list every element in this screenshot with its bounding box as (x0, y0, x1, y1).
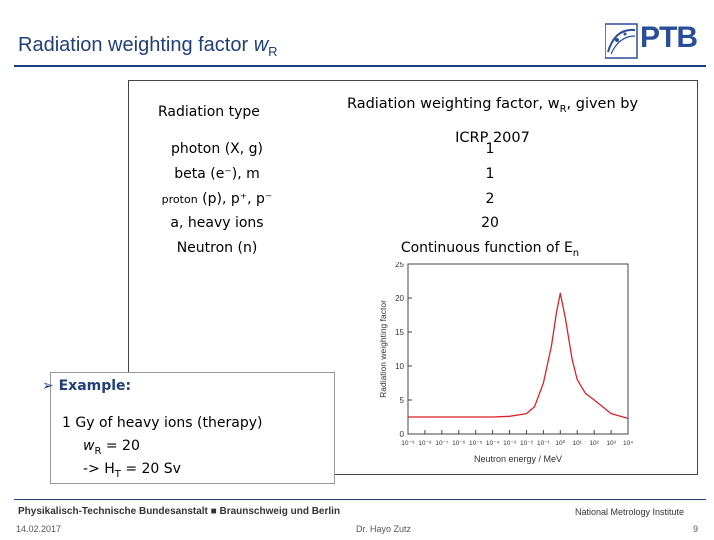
ptb-logo-text: PTB (640, 21, 698, 54)
example-line-3: -> HT = 20 Sv (83, 461, 181, 480)
page-title: Radiation weighting factor wR (18, 34, 278, 59)
x-tick-label: 10⁻⁷ (435, 440, 449, 447)
footer-date: 14.02.2017 (16, 524, 62, 534)
x-tick-label: 10⁻⁴ (486, 440, 500, 447)
x-tick-label: 10⁴ (623, 440, 633, 447)
footer-divider (14, 499, 706, 500)
y-tick-label: 20 (395, 294, 404, 303)
weighting-table (128, 80, 698, 475)
x-tick-label: 10⁻⁹ (401, 440, 415, 447)
row-beta-factor: 1 (485, 166, 495, 182)
x-tick-label: 10¹ (573, 440, 583, 447)
row-heavy-ions-factor: 20 (481, 215, 499, 231)
x-tick-label: 10⁻⁶ (452, 440, 466, 447)
plot-frame (407, 263, 629, 435)
y-tick-label: 25 (395, 262, 404, 269)
ptb-logo-icon (605, 23, 638, 59)
x-tick-label: 10² (589, 440, 599, 447)
y-tick-label: 15 (395, 328, 404, 337)
footer-tagline: National Metrology Institute (575, 507, 685, 517)
row-photon-type: photon (X, g) (170, 141, 263, 157)
row-heavy-ions-type: a, heavy ions (170, 215, 264, 231)
example-box (50, 372, 335, 484)
example-heading: ➢ Example: (42, 378, 132, 394)
row-photon-factor: 1 (485, 141, 495, 157)
x-tick-label: 10³ (606, 440, 616, 447)
y-tick-label: 10 (395, 362, 404, 371)
footer-page-number: 9 (693, 524, 699, 534)
x-tick-label: 10⁻⁵ (469, 440, 483, 447)
example-line-2: wR = 20 (83, 438, 140, 457)
row-proton-factor: 2 (485, 191, 495, 207)
x-tick-label: 10⁻² (520, 440, 534, 447)
row-proton-type: proton (p), p⁺, p⁻ (161, 191, 273, 207)
row-beta-type: beta (e⁻), m (174, 166, 260, 182)
y-tick-label: 5 (400, 396, 405, 405)
row-neutron-type: Neutron (n) (176, 240, 258, 256)
y-tick-label: 0 (400, 430, 405, 439)
x-tick-label: 10⁻⁸ (418, 440, 432, 447)
row-neutron-factor: Continuous function of En (400, 240, 580, 259)
footer-author: Dr. Hayo Zutz (356, 524, 412, 534)
col-header-weighting-factor: Radiation weighting factor, wR, given by… (346, 96, 639, 146)
series-line (408, 292, 629, 420)
col-header-radiation-type: Radiation type (158, 104, 260, 120)
example-line-1: 1 Gy of heavy ions (therapy) (62, 415, 263, 431)
x-tick-label: 10⁻¹ (537, 440, 551, 447)
title-divider (14, 65, 706, 67)
x-axis-label: Neutron energy / MeV (474, 454, 562, 464)
x-tick-label: 10⁻³ (503, 440, 517, 447)
neutron-weighting-chart: 0 5 10 15 20 25 10⁻⁹ 10⁻⁸ 10⁻⁷ 10⁻⁶ 10⁻⁵ 10⁻⁴ 10⁻³ 10… (372, 260, 695, 472)
y-axis-label: Radiation weighting factor (378, 300, 388, 398)
x-tick-label: 10⁰ (555, 439, 565, 447)
arrow-bullet-icon: ➢ (42, 378, 54, 394)
footer-institution: Physikalisch-Technische Bundesanstalt ■ … (18, 506, 341, 517)
